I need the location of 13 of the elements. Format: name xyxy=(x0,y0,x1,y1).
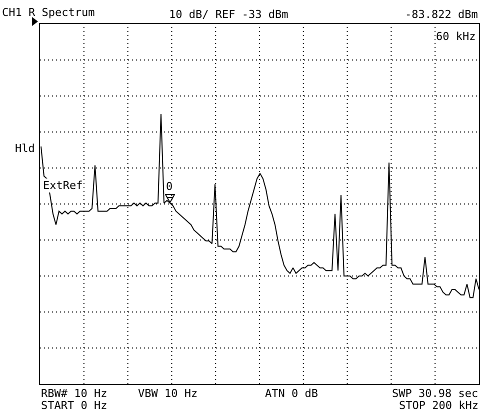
text: RBW# 10 Hz xyxy=(41,387,108,400)
text: 60 kHz xyxy=(436,30,476,43)
text: ATN 0 dB xyxy=(265,387,318,400)
text: 10 dB/ REF -33 dBm xyxy=(169,8,289,21)
chart-title: CH1 R Spectrum xyxy=(2,6,96,19)
text: Hld xyxy=(15,142,35,155)
text: SWP 30.98 sec xyxy=(392,387,478,400)
annotation: 0 xyxy=(166,180,173,193)
text: START 0 Hz xyxy=(41,399,108,412)
text: VBW 10 Hz xyxy=(138,387,198,400)
text: STOP 200 kHz xyxy=(399,399,478,412)
annotation: ExtRef xyxy=(43,179,83,192)
text: -83.822 dBm xyxy=(405,8,478,21)
